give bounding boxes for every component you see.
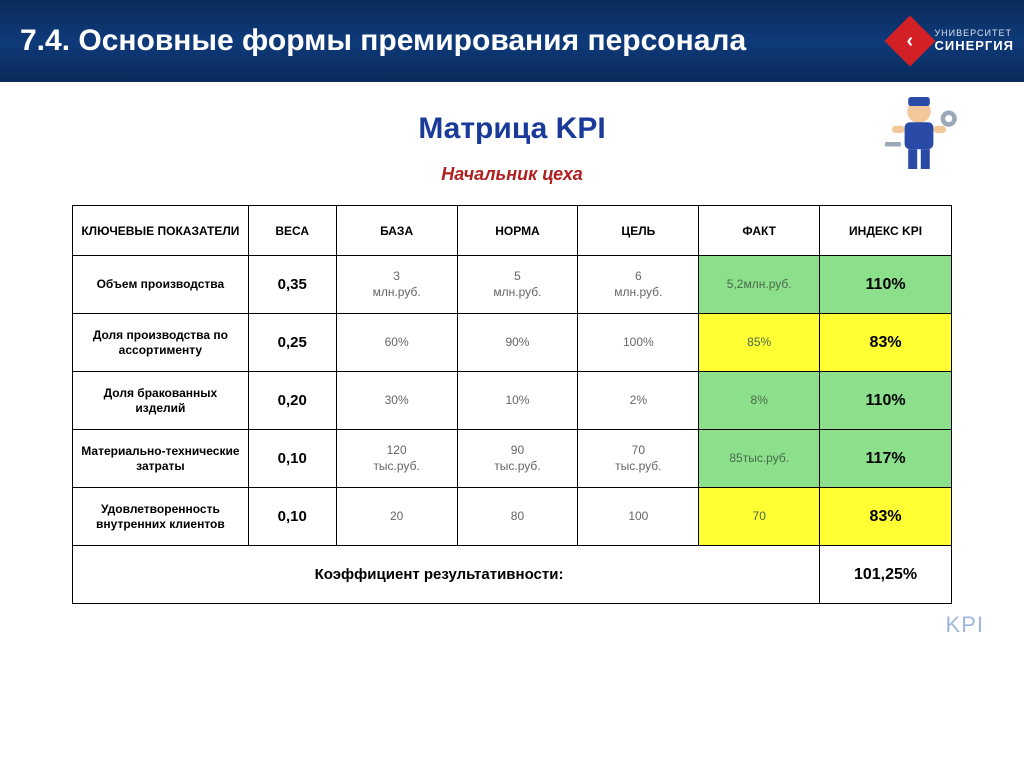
cell-goal: 70тыс.руб.	[578, 430, 699, 488]
cell-base: 60%	[336, 314, 457, 372]
logo: ‹ УНИВЕРСИТЕТ СИНЕРГИЯ	[892, 0, 1024, 82]
cell-norm: 80	[457, 488, 578, 546]
cell-norm: 90тыс.руб.	[457, 430, 578, 488]
cell-goal: 100	[578, 488, 699, 546]
table-row: Доля производства по ассортименту0,2560%…	[73, 314, 952, 372]
cell-label: Доля производства по ассортименту	[73, 314, 249, 372]
col-norm: НОРМА	[457, 206, 578, 256]
subtitle: Начальник цеха	[30, 164, 994, 185]
table-row: Объем производства0,353млн.руб.5млн.руб.…	[73, 256, 952, 314]
col-key: КЛЮЧЕВЫЕ ПОКАЗАТЕЛИ	[73, 206, 249, 256]
cell-base: 3млн.руб.	[336, 256, 457, 314]
cell-goal: 100%	[578, 314, 699, 372]
table-header-row: КЛЮЧЕВЫЕ ПОКАЗАТЕЛИ ВЕСА БАЗА НОРМА ЦЕЛЬ…	[73, 206, 952, 256]
kpi-table: КЛЮЧЕВЫЕ ПОКАЗАТЕЛИ ВЕСА БАЗА НОРМА ЦЕЛЬ…	[72, 205, 952, 604]
col-base: БАЗА	[336, 206, 457, 256]
col-fact: ФАКТ	[699, 206, 820, 256]
col-index: ИНДЕКС KPI	[820, 206, 952, 256]
cell-base: 120тыс.руб.	[336, 430, 457, 488]
cell-norm: 5млн.руб.	[457, 256, 578, 314]
cell-goal: 2%	[578, 372, 699, 430]
table-row: Удовлетворенность внутренних клиентов0,1…	[73, 488, 952, 546]
cell-fact: 85%	[699, 314, 820, 372]
logo-line1: УНИВЕРСИТЕТ	[934, 29, 1014, 39]
total-value: 101,25%	[820, 546, 952, 604]
cell-base: 30%	[336, 372, 457, 430]
cell-index: 110%	[820, 256, 952, 314]
cell-index: 83%	[820, 314, 952, 372]
total-row: Коэффициент результативности: 101,25%	[73, 546, 952, 604]
cell-index: 110%	[820, 372, 952, 430]
cell-norm: 10%	[457, 372, 578, 430]
table-row: Материально-технические затраты0,10120ты…	[73, 430, 952, 488]
footer-watermark: KPI	[946, 612, 984, 638]
logo-mark: ‹	[885, 16, 936, 67]
cell-weight: 0,20	[248, 372, 336, 430]
cell-index: 83%	[820, 488, 952, 546]
slide-content: Матрица KPI Начальник цеха КЛЮЧЕВЫЕ ПОКА…	[0, 82, 1024, 604]
cell-fact: 85тыс.руб.	[699, 430, 820, 488]
main-title: Матрица KPI	[30, 112, 994, 146]
cell-weight: 0,10	[248, 488, 336, 546]
cell-index: 117%	[820, 430, 952, 488]
header-title: 7.4. Основные формы премирования персона…	[20, 23, 746, 59]
col-weight: ВЕСА	[248, 206, 336, 256]
cell-label: Материально-технические затраты	[73, 430, 249, 488]
cell-label: Объем производства	[73, 256, 249, 314]
cell-weight: 0,10	[248, 430, 336, 488]
cell-goal: 6млн.руб.	[578, 256, 699, 314]
table-row: Доля бракованных изделий0,2030%10%2%8%11…	[73, 372, 952, 430]
cell-fact: 8%	[699, 372, 820, 430]
cell-norm: 90%	[457, 314, 578, 372]
cell-fact: 70	[699, 488, 820, 546]
cell-label: Доля бракованных изделий	[73, 372, 249, 430]
total-label: Коэффициент результативности:	[73, 546, 820, 604]
cell-base: 20	[336, 488, 457, 546]
mascot-icon	[874, 88, 964, 178]
cell-fact: 5,2млн.руб.	[699, 256, 820, 314]
logo-text: УНИВЕРСИТЕТ СИНЕРГИЯ	[934, 29, 1014, 53]
col-goal: ЦЕЛЬ	[578, 206, 699, 256]
cell-weight: 0,25	[248, 314, 336, 372]
cell-label: Удовлетворенность внутренних клиентов	[73, 488, 249, 546]
slide-header: 7.4. Основные формы премирования персона…	[0, 0, 1024, 82]
cell-weight: 0,35	[248, 256, 336, 314]
logo-line2: СИНЕРГИЯ	[934, 39, 1014, 53]
